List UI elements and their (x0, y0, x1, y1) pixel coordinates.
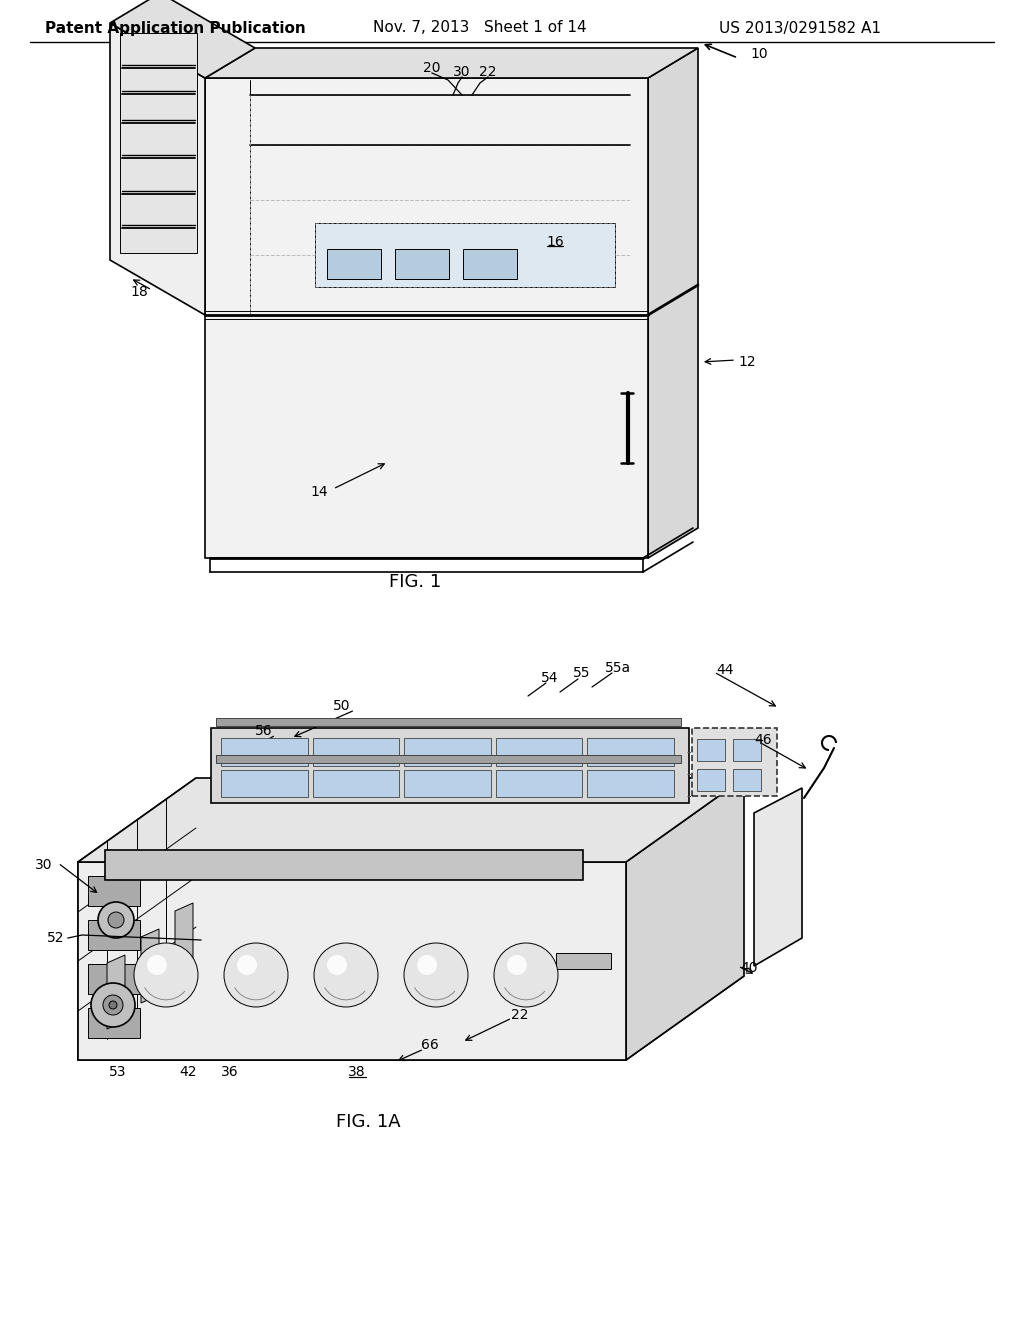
Polygon shape (88, 920, 140, 950)
Circle shape (109, 1001, 117, 1008)
Text: 44: 44 (716, 663, 733, 677)
Text: 30: 30 (454, 65, 471, 79)
Circle shape (147, 954, 167, 975)
Polygon shape (221, 738, 307, 766)
Polygon shape (78, 777, 196, 1060)
Polygon shape (175, 903, 193, 977)
Polygon shape (78, 975, 744, 1060)
Text: 55a: 55a (605, 661, 631, 675)
Circle shape (417, 954, 437, 975)
Polygon shape (733, 739, 761, 762)
Polygon shape (211, 729, 689, 803)
Polygon shape (496, 738, 583, 766)
Polygon shape (697, 770, 725, 791)
Text: 55: 55 (573, 667, 591, 680)
Polygon shape (205, 78, 648, 558)
Polygon shape (221, 770, 307, 797)
Polygon shape (216, 718, 681, 726)
Text: 20: 20 (423, 61, 440, 75)
Circle shape (314, 942, 378, 1007)
Text: 36: 36 (221, 1065, 239, 1078)
Text: 18: 18 (130, 285, 148, 300)
Polygon shape (312, 738, 399, 766)
Text: Patent Application Publication: Patent Application Publication (45, 21, 305, 36)
Polygon shape (588, 770, 674, 797)
Circle shape (103, 995, 123, 1015)
Polygon shape (463, 249, 517, 279)
Text: 14: 14 (310, 484, 328, 499)
Polygon shape (692, 729, 777, 796)
Circle shape (224, 942, 288, 1007)
Polygon shape (88, 876, 140, 906)
Polygon shape (110, 22, 205, 315)
Polygon shape (733, 770, 761, 791)
Text: 12: 12 (738, 355, 756, 370)
Circle shape (237, 954, 257, 975)
Text: 52: 52 (46, 931, 63, 945)
Polygon shape (88, 1008, 140, 1038)
Polygon shape (588, 738, 674, 766)
Polygon shape (110, 0, 255, 78)
Text: 16: 16 (546, 235, 564, 249)
Text: US 2013/0291582 A1: US 2013/0291582 A1 (719, 21, 881, 36)
Text: 40: 40 (740, 961, 758, 975)
Circle shape (91, 983, 135, 1027)
Text: 22: 22 (479, 65, 497, 79)
Circle shape (404, 942, 468, 1007)
Polygon shape (395, 249, 449, 279)
Circle shape (494, 942, 558, 1007)
Polygon shape (754, 788, 802, 966)
Text: 46: 46 (754, 733, 772, 747)
Polygon shape (315, 223, 615, 286)
Text: 54: 54 (542, 671, 559, 685)
Text: 10: 10 (750, 48, 768, 61)
Polygon shape (78, 862, 626, 1060)
Circle shape (108, 912, 124, 928)
Polygon shape (496, 770, 583, 797)
Polygon shape (626, 777, 744, 1060)
Polygon shape (404, 770, 490, 797)
Polygon shape (697, 739, 725, 762)
Text: 50: 50 (333, 700, 351, 713)
Text: 42: 42 (179, 1065, 197, 1078)
Text: 22: 22 (511, 1008, 528, 1022)
Polygon shape (106, 954, 125, 1030)
Text: 56: 56 (255, 723, 272, 738)
Polygon shape (78, 777, 744, 862)
Polygon shape (105, 850, 583, 880)
Text: FIG. 1: FIG. 1 (389, 573, 441, 591)
Polygon shape (205, 48, 698, 78)
Polygon shape (556, 953, 611, 969)
Text: 38: 38 (348, 1065, 366, 1078)
Polygon shape (216, 755, 681, 763)
Polygon shape (141, 929, 159, 1003)
Polygon shape (327, 249, 381, 279)
Polygon shape (312, 770, 399, 797)
Polygon shape (88, 964, 140, 994)
Text: FIG. 1A: FIG. 1A (336, 1113, 400, 1131)
Polygon shape (648, 48, 698, 558)
Polygon shape (120, 33, 197, 253)
Circle shape (98, 902, 134, 939)
Circle shape (327, 954, 347, 975)
Text: 53: 53 (110, 1065, 127, 1078)
Polygon shape (404, 738, 490, 766)
Text: 30: 30 (35, 858, 52, 873)
Text: 66: 66 (421, 1038, 439, 1052)
Circle shape (134, 942, 198, 1007)
Text: Nov. 7, 2013   Sheet 1 of 14: Nov. 7, 2013 Sheet 1 of 14 (373, 21, 587, 36)
Circle shape (507, 954, 527, 975)
